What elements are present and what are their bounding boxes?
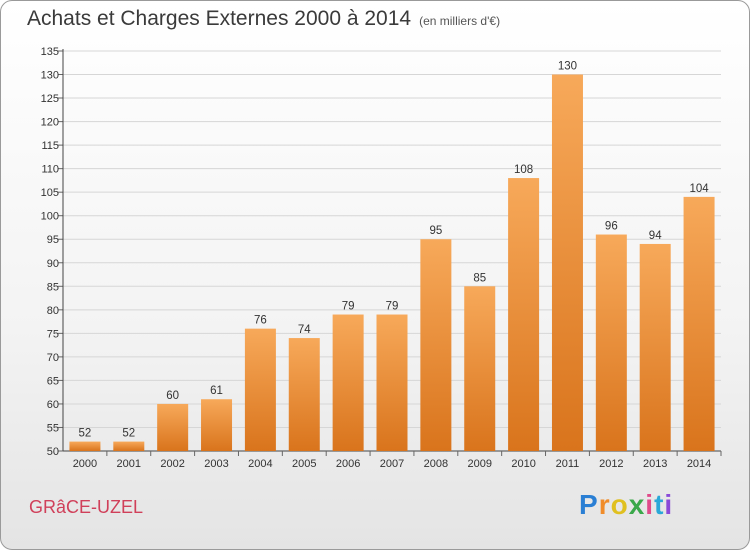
y-tick-label: 105 xyxy=(41,187,59,199)
bar xyxy=(201,399,233,451)
x-tick-label: 2003 xyxy=(204,458,228,470)
logo-letter: t xyxy=(654,489,665,520)
bar xyxy=(639,243,671,451)
x-tick-label: 2006 xyxy=(336,458,360,470)
y-tick-label: 95 xyxy=(47,234,59,246)
x-tick-label: 2011 xyxy=(556,458,580,470)
y-tick-label: 75 xyxy=(47,328,59,340)
bar xyxy=(551,74,583,451)
data-label: 85 xyxy=(473,272,486,284)
x-tick-label: 2007 xyxy=(380,458,404,470)
commune-name: GRâCE-UZEL xyxy=(29,497,144,517)
y-tick-label: 135 xyxy=(41,46,59,58)
y-tick-label: 110 xyxy=(41,164,59,176)
logo-letter: r xyxy=(598,489,611,520)
data-label: 52 xyxy=(122,428,135,440)
y-tick-label: 120 xyxy=(41,117,59,129)
logo-letter: P xyxy=(579,489,599,520)
x-tick-label: 2008 xyxy=(424,458,448,470)
logo-letter: o xyxy=(610,489,629,520)
data-label: 108 xyxy=(514,164,533,176)
y-tick-label: 55 xyxy=(47,422,59,434)
y-tick-label: 115 xyxy=(41,140,59,152)
bar xyxy=(157,403,189,451)
x-tick-label: 2014 xyxy=(687,458,711,470)
x-tick-label: 2005 xyxy=(292,458,316,470)
y-tick-label: 100 xyxy=(41,211,59,223)
y-tick-label: 60 xyxy=(47,399,59,411)
data-label: 74 xyxy=(298,324,311,336)
data-label: 60 xyxy=(166,390,179,402)
logo-letter: x xyxy=(628,489,646,520)
x-tick-labels: 2000 2001 2002 2003 2004 2005 2006 2007 2008 2009… xyxy=(73,458,712,470)
bar xyxy=(508,178,540,451)
chart-title: Achats et Charges Externes 2000 à 2014 (e… xyxy=(27,7,500,31)
data-label: 52 xyxy=(79,428,92,440)
data-label: 76 xyxy=(254,315,267,327)
data-labels: 52 52 60 61 76 74 79 79 95 85 108 130 96 94 104 xyxy=(79,61,710,440)
x-tick-label: 2009 xyxy=(467,458,491,470)
y-tick-label: 70 xyxy=(47,352,59,364)
logo-letter: i xyxy=(664,489,674,520)
bar xyxy=(464,286,496,451)
data-label: 96 xyxy=(605,221,618,233)
bar xyxy=(595,234,627,451)
x-tick-label: 2002 xyxy=(160,458,184,470)
x-tick-label: 2004 xyxy=(248,458,272,470)
bar xyxy=(288,338,320,451)
x-tick-label: 2012 xyxy=(599,458,623,470)
y-tick-label: 80 xyxy=(47,305,59,317)
y-tick-label: 50 xyxy=(47,446,59,458)
bar xyxy=(244,328,276,451)
data-label: 79 xyxy=(342,301,355,313)
proxiti-logo: Proxiti xyxy=(579,489,673,521)
y-tick-label: 90 xyxy=(47,258,59,270)
y-tick-label: 130 xyxy=(41,70,59,82)
y-tick-label: 125 xyxy=(41,93,59,105)
bar xyxy=(69,441,101,451)
bar xyxy=(113,441,145,451)
y-tick-label: 65 xyxy=(47,375,59,387)
bar xyxy=(420,239,452,451)
data-label: 130 xyxy=(558,61,577,73)
chart-title-text: Achats et Charges Externes 2000 à 2014 xyxy=(27,7,412,30)
x-tick-label: 2013 xyxy=(643,458,667,470)
logo-letter: i xyxy=(645,489,655,520)
data-label: 104 xyxy=(689,183,709,195)
bars xyxy=(69,74,715,451)
bar xyxy=(683,196,715,451)
data-label: 79 xyxy=(386,301,399,313)
y-tick-labels: 50 55 60 65 70 75 80 85 90 95 100 105 110 115 120 125 13… xyxy=(41,46,59,458)
y-tick-label: 85 xyxy=(47,281,59,293)
bar xyxy=(332,314,364,451)
x-tick-label: 2000 xyxy=(73,458,97,470)
data-label: 61 xyxy=(210,385,223,397)
x-tick-label: 2010 xyxy=(511,458,535,470)
data-label: 95 xyxy=(429,225,442,237)
chart-subtitle: (en milliers d'€) xyxy=(419,14,501,28)
bar xyxy=(376,314,408,451)
x-tick-label: 2001 xyxy=(117,458,141,470)
data-label: 94 xyxy=(649,230,662,242)
